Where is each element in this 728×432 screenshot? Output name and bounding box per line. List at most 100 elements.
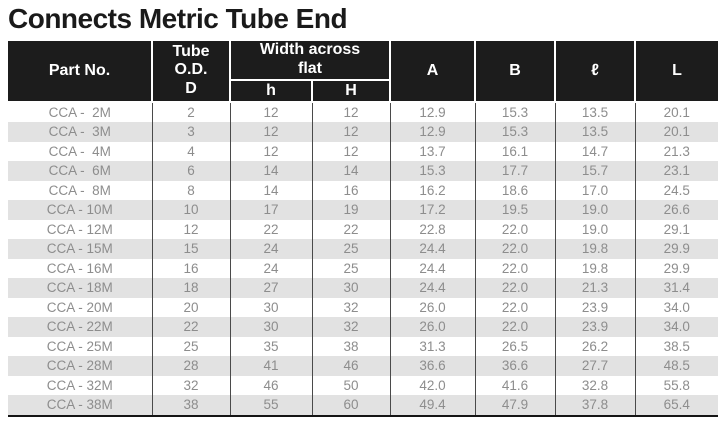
cell-part-no: CCA - 10M xyxy=(46,202,113,218)
cell-h-cap: 25 xyxy=(311,258,391,279)
table-row: CCA - 28M 28 41 46 36.6 36.6 27.7 48.5 xyxy=(8,356,719,376)
cell-l-cap: 20.1 xyxy=(634,101,719,123)
cell-h-small: 22 xyxy=(229,219,312,240)
header-a: A xyxy=(389,41,477,103)
cell-b: 22.0 xyxy=(474,239,556,259)
cell-a: 26.0 xyxy=(389,297,476,318)
cell-b: 41.6 xyxy=(474,375,556,396)
cell-l-cap: 21.3 xyxy=(634,141,719,162)
header-h-small: h xyxy=(230,78,313,103)
cell-tube-od: 15 xyxy=(151,239,230,259)
cell-a: 24.4 xyxy=(389,258,476,279)
cell-l-script: 32.8 xyxy=(554,375,636,396)
cell-l-script: 19.0 xyxy=(554,200,636,220)
cell-l-script: 23.9 xyxy=(554,297,636,318)
cell-tube-od: 16 xyxy=(151,258,230,279)
cell-l-script: 15.7 xyxy=(554,161,636,181)
cell-tube-od: 4 xyxy=(151,141,230,162)
cell-h-cap: 50 xyxy=(311,375,391,396)
cell-a: 16.2 xyxy=(389,180,476,201)
cell-b: 22.0 xyxy=(474,219,556,240)
cell-h-small: 12 xyxy=(229,101,312,123)
cell-h-small: 17 xyxy=(229,200,312,220)
table-row: CCA - 12M 12 22 22 22.8 22.0 19.0 29.1 xyxy=(8,219,719,240)
cell-a: 24.4 xyxy=(389,278,476,298)
cell-part-no: CCA - 32M xyxy=(46,377,113,393)
cell-l-cap: 55.8 xyxy=(634,375,719,396)
cell-l-script: 17.0 xyxy=(554,180,636,201)
cell-part-no: CCA - 6M xyxy=(48,163,111,179)
header-tube-od: Tube O.D. D xyxy=(151,41,231,103)
cell-part-no: CCA - 38M xyxy=(8,395,152,417)
cell-h-small: 12 xyxy=(229,122,312,142)
cell-a: 31.3 xyxy=(389,336,476,357)
table-row: CCA - 3M 3 12 12 12.9 15.3 13.5 20.1 xyxy=(8,122,719,142)
cell-b: 36.6 xyxy=(474,356,556,376)
cell-h-small: 30 xyxy=(229,317,312,337)
cell-h-small: 30 xyxy=(229,297,312,318)
cell-a: 12.9 xyxy=(389,101,476,123)
cell-h-small: 41 xyxy=(229,356,312,376)
header-part-no: Part No. xyxy=(8,41,153,103)
cell-l-script: 19.8 xyxy=(554,239,636,259)
cell-l-script: 19.0 xyxy=(554,219,636,240)
cell-tube-od: 10 xyxy=(151,200,230,220)
cell-l-cap: 31.4 xyxy=(634,278,719,298)
cell-l-script: 26.2 xyxy=(554,336,636,357)
cell-tube-od: 18 xyxy=(151,278,230,298)
cell-b: 18.6 xyxy=(474,180,556,201)
cell-l-script: 23.9 xyxy=(554,317,636,337)
cell-b: 22.0 xyxy=(474,278,556,298)
table-row: CCA - 20M 20 30 32 26.0 22.0 23.9 34.0 xyxy=(8,297,719,318)
cell-h-cap: 46 xyxy=(311,356,391,376)
cell-part-no: CCA - 4M xyxy=(48,143,111,159)
cell-l-script: 13.5 xyxy=(554,101,636,123)
cell-h-cap: 12 xyxy=(311,141,391,162)
table-row: CCA - 16M 16 24 25 24.4 22.0 19.8 29.9 xyxy=(8,258,719,279)
cell-h-small: 14 xyxy=(229,180,312,201)
header-b: B xyxy=(474,41,557,103)
table-row: CCA - 22M 22 30 32 26.0 22.0 23.9 34.0 xyxy=(8,317,719,337)
spec-table-body: CCA - 2M 2 12 12 12.9 15.3 13.5 20.1 CCA… xyxy=(8,101,719,417)
cell-b: 22.0 xyxy=(474,317,556,337)
cell-l-script: 13.5 xyxy=(554,122,636,142)
cell-h-small: 12 xyxy=(229,141,312,162)
cell-b: 16.1 xyxy=(474,141,556,162)
cell-h-small: 24 xyxy=(229,239,312,259)
table-row: CCA - 2M 2 12 12 12.9 15.3 13.5 20.1 xyxy=(8,101,719,123)
cell-tube-od: 6 xyxy=(151,161,230,181)
header-width-across-flat: Width across flat xyxy=(228,41,392,81)
cell-b: 22.0 xyxy=(474,258,556,279)
cell-tube-od: 2 xyxy=(151,101,230,123)
cell-b: 15.3 xyxy=(474,101,556,123)
cell-l-cap: 38.5 xyxy=(634,336,719,357)
cell-tube-od: 20 xyxy=(151,297,230,318)
table-row: CCA - 6M 6 14 14 15.3 17.7 15.7 23.1 xyxy=(8,161,719,181)
cell-h-small: 35 xyxy=(229,336,312,357)
cell-l-cap: 29.9 xyxy=(634,239,719,259)
cell-l-cap: 48.5 xyxy=(634,356,719,376)
cell-part-no: CCA - 16M xyxy=(46,260,113,276)
cell-tube-od: 8 xyxy=(151,180,230,201)
cell-h-small: 14 xyxy=(229,161,312,181)
cell-a: 36.6 xyxy=(389,356,476,376)
cell-a: 15.3 xyxy=(389,161,476,181)
cell-a: 24.4 xyxy=(389,239,476,259)
header-h-cap: H xyxy=(310,78,391,103)
cell-h-small: 27 xyxy=(229,278,312,298)
cell-tube-od: 38 xyxy=(151,395,230,417)
cell-a: 26.0 xyxy=(389,317,476,337)
table-row: CCA - 15M 15 24 25 24.4 22.0 19.8 29.9 xyxy=(8,239,719,259)
cell-part-no: CCA - 22M xyxy=(46,319,113,335)
header-l-cap: L xyxy=(634,41,719,103)
spec-table: Part No. Tube O.D. D Width across flat A… xyxy=(8,41,719,417)
cell-tube-od: 32 xyxy=(151,375,230,396)
cell-l-cap: 23.1 xyxy=(634,161,719,181)
cell-l-script: 37.8 xyxy=(554,395,636,417)
cell-b: 47.9 xyxy=(474,395,556,417)
cell-a: 42.0 xyxy=(389,375,476,396)
cell-part-no: CCA - 3M xyxy=(48,124,111,140)
table-row: CCA - 10M 10 17 19 17.2 19.5 19.0 26.6 xyxy=(8,200,719,220)
cell-h-cap: 60 xyxy=(311,395,391,417)
cell-h-cap: 25 xyxy=(311,239,391,259)
